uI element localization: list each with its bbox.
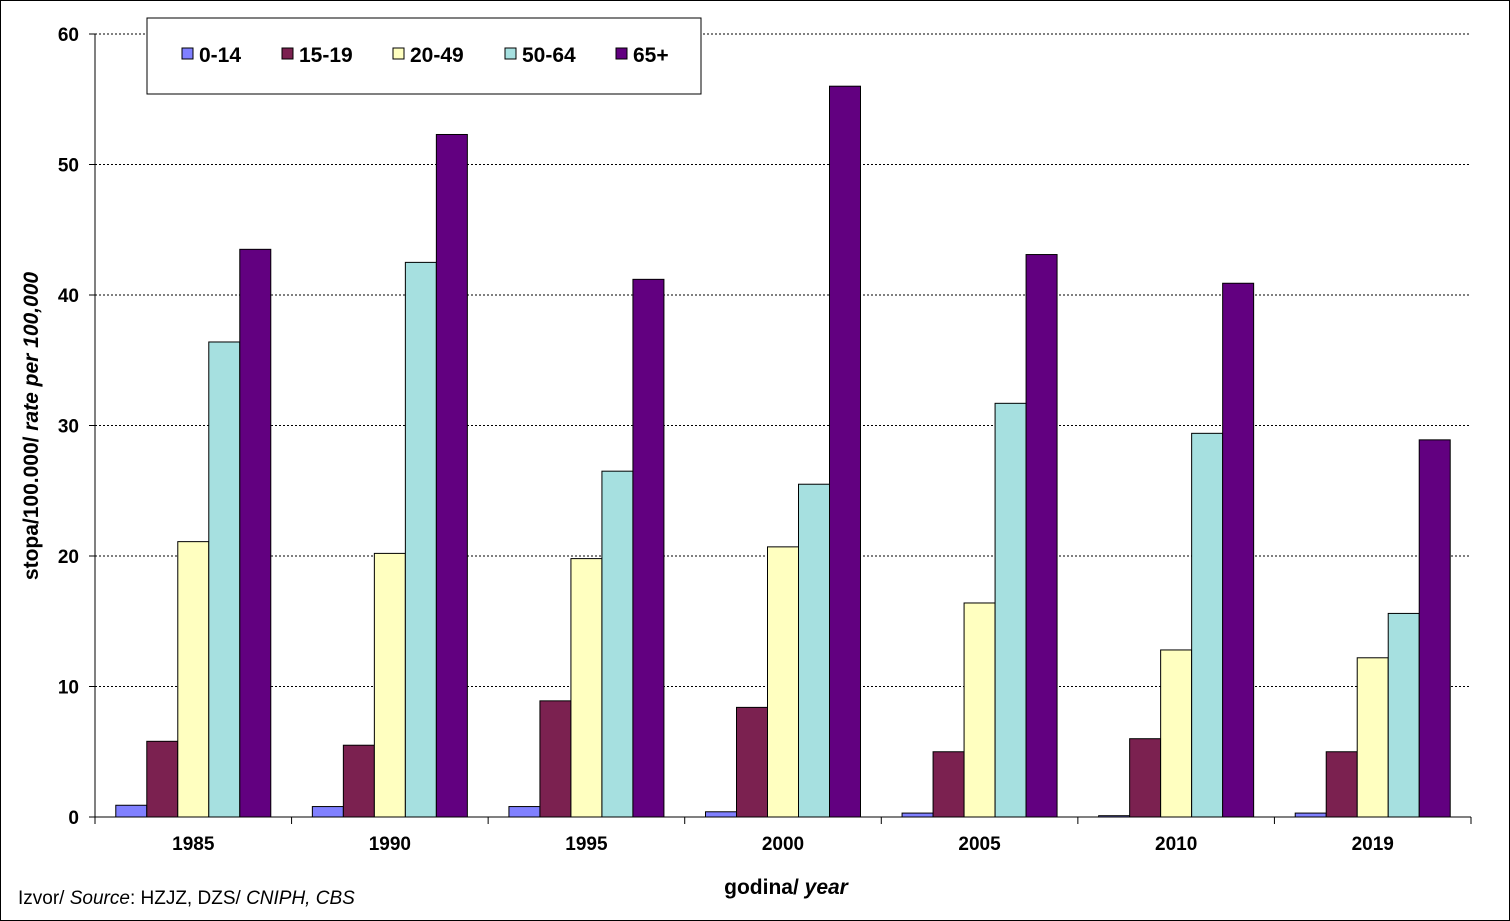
legend: 0-14 15-19 20-49 50-64 65+: [146, 17, 702, 95]
bar-50-64-1990: [404, 261, 437, 818]
bars: [115, 85, 1451, 818]
x-tick-label: 2000: [762, 834, 804, 855]
bar-15-19-2019: [1325, 751, 1358, 818]
bar-65+-1995: [632, 278, 665, 818]
bar-50-64-1985: [208, 341, 241, 818]
bar-20-49-1985: [177, 541, 210, 818]
y-tick-label: 30: [58, 417, 79, 438]
x-tick-label: 1995: [565, 834, 608, 855]
bar-50-64-2000: [798, 483, 830, 818]
legend-box: [146, 17, 702, 95]
bar-0-14-2005: [901, 812, 934, 818]
source-text: HZJZ, DZS/: [140, 888, 247, 909]
legend-swatch-50-64: [504, 47, 517, 60]
bar-15-19-1990: [342, 744, 375, 818]
bar-20-49-2005: [963, 602, 996, 818]
y-tick-label: 60: [58, 25, 79, 46]
bar-20-49-2010: [1160, 649, 1193, 818]
bar-50-64-2005: [994, 402, 1027, 818]
source-label: Izvor/: [18, 888, 70, 909]
legend-label-15-19: 15-19: [299, 44, 353, 67]
y-tick-label: 0: [68, 808, 79, 829]
bar-15-19-2000: [736, 706, 768, 818]
bar-65+-2005: [1025, 254, 1058, 818]
x-axis-title-italic: year: [804, 876, 850, 899]
bar-15-19-2010: [1129, 738, 1162, 818]
y-tick-labels: 0 10 20 30 40 50 60: [58, 25, 79, 829]
source-note: Izvor/ Source: HZJZ, DZS/ CNIPH, CBS: [18, 888, 355, 910]
bar-65+-2019: [1418, 439, 1451, 818]
legend-label-50-64: 50-64: [522, 44, 576, 67]
bar-50-64-2019: [1387, 612, 1420, 818]
bar-15-19-2005: [932, 751, 965, 818]
bar-50-64-1995: [601, 470, 634, 818]
legend-label-0-14: 0-14: [199, 44, 241, 67]
bar-15-19-1995: [539, 700, 572, 818]
x-tick-labels: 1985 1990 1995 2000 2005 2010 2019: [172, 834, 1394, 855]
x-tick-label: 2005: [958, 834, 1001, 855]
axes: [89, 33, 1472, 824]
y-axis-title: stopa/100.000/ rate per 100,000: [20, 272, 43, 581]
x-axis-title: godina/ year: [724, 876, 850, 899]
y-tick-label: 40: [58, 286, 79, 307]
bar-50-64-2010: [1191, 432, 1224, 818]
bar-0-14-2019: [1294, 812, 1327, 818]
bar-20-49-1995: [570, 558, 603, 818]
bar-15-19-1985: [146, 740, 179, 818]
y-tick-label: 20: [58, 547, 79, 568]
y-axis-title-main: stopa/100.000/: [20, 431, 43, 580]
bar-65+-1990: [435, 133, 468, 818]
bar-65+-1985: [239, 248, 272, 818]
legend-swatch-20-49: [392, 47, 405, 60]
bar-0-14-1985: [115, 804, 148, 818]
legend-swatch-0-14: [181, 47, 194, 60]
bar-65+-2000: [829, 85, 861, 818]
x-axis-title-main: godina/: [724, 876, 805, 899]
bar-65+-2010: [1222, 282, 1255, 818]
legend-label-20-49: 20-49: [410, 44, 464, 67]
source-label-italic: Source: [69, 888, 130, 909]
bar-20-49-1990: [373, 552, 406, 818]
bar-20-49-2000: [767, 546, 799, 818]
bar-0-14-1995: [508, 806, 541, 818]
source-sep: :: [129, 888, 141, 909]
legend-label-65+: 65+: [633, 44, 669, 67]
x-tick-label: 1990: [369, 834, 411, 855]
bar-0-14-2000: [705, 811, 737, 818]
x-tick-label: 2010: [1155, 834, 1197, 855]
y-tick-label: 10: [58, 678, 79, 699]
bar-0-14-1990: [311, 806, 344, 818]
x-tick-label: 1985: [172, 834, 215, 855]
y-axis-title-italic: rate per 100,000: [20, 272, 43, 431]
source-text-italic: CNIPH, CBS: [246, 888, 355, 909]
x-tick-label: 2019: [1352, 834, 1394, 855]
bar-20-49-2019: [1356, 657, 1389, 818]
legend-swatch-65+: [615, 47, 628, 60]
legend-swatch-15-19: [281, 47, 294, 60]
y-tick-label: 50: [58, 156, 79, 177]
